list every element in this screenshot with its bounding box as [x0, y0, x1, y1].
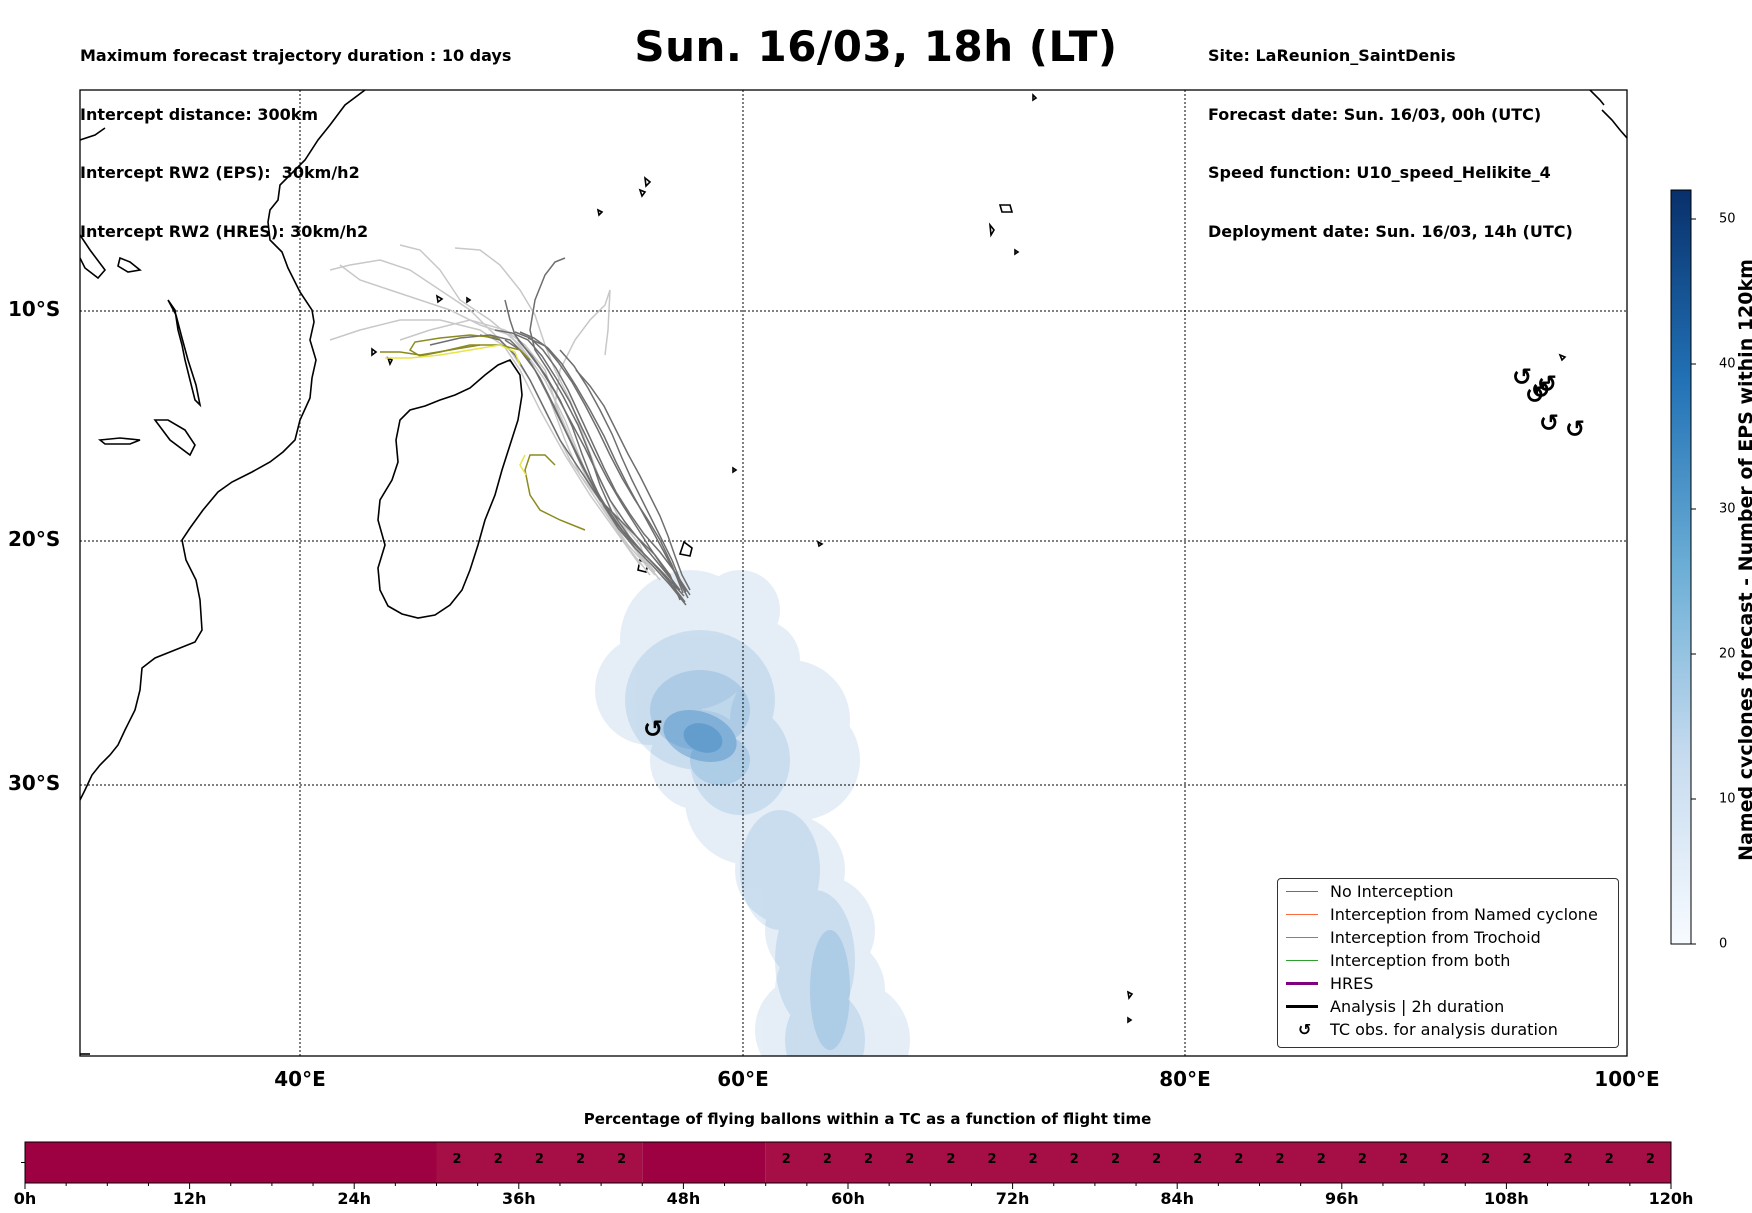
- legend-item: Interception from both: [1278, 949, 1618, 972]
- timeline-bar: [21, 1141, 1672, 1189]
- graticule: [80, 90, 1627, 1056]
- timeline-tick-label: 60h: [831, 1189, 865, 1208]
- cyclone-icon: ↺: [1537, 370, 1557, 398]
- timeline-value: 2: [1522, 1152, 1532, 1167]
- timeline-value: 2: [1563, 1152, 1573, 1167]
- map-legend: No Interception Interception from Named …: [1277, 878, 1619, 1048]
- timeline-tick-label: 0h: [13, 1189, 37, 1208]
- timeline-tick-label: 108h: [1483, 1189, 1529, 1208]
- tc-obs-symbols: ↺ ↺ ↺ ↺ ↺ ↺ ↺: [643, 363, 1585, 743]
- legend-item: No Interception: [1278, 880, 1618, 903]
- timeline-value: 2: [1440, 1152, 1450, 1167]
- legend-item: Interception from Trochoid: [1278, 926, 1618, 949]
- timeline-tick-label: 12h: [172, 1189, 207, 1208]
- timeline-tick-label: 84h: [1160, 1189, 1195, 1208]
- timeline-value: 2: [1069, 1152, 1079, 1167]
- timeline-value: 2: [575, 1152, 586, 1167]
- timeline-value: 2: [1275, 1152, 1285, 1167]
- header-right-line: Forecast date: Sun. 16/03, 00h (UTC): [1208, 104, 1542, 124]
- colorbar-tick-label: 10: [1719, 791, 1736, 807]
- timeline-value: 2: [905, 1152, 915, 1167]
- legend-item: ↺ TC obs. for analysis duration: [1298, 1020, 1558, 1039]
- timeline-tick-label: 120h: [1648, 1189, 1694, 1208]
- timeline-value: 2: [822, 1152, 832, 1167]
- header-right-info: Site: LaReunion_SaintDenis Forecast date…: [1208, 7, 1573, 261]
- timeline-value: 2: [493, 1152, 503, 1167]
- timeline-value: 2: [781, 1152, 791, 1167]
- legend-item: Interception from Named cyclone: [1278, 903, 1618, 926]
- timeline-value: 2: [617, 1152, 627, 1167]
- legend-label: Interception from Named cyclone: [1330, 905, 1598, 924]
- timeline-segment: [25, 1142, 437, 1183]
- timeline-title: Percentage of flying ballons within a TC…: [583, 1110, 1152, 1128]
- timeline-value: 2: [1604, 1152, 1614, 1167]
- legend-label: TC obs. for analysis duration: [1330, 1020, 1558, 1039]
- lon-label: 100°E: [1594, 1067, 1660, 1091]
- colorbar-tick-label: 20: [1719, 646, 1736, 662]
- timeline-value: 2: [1193, 1152, 1203, 1167]
- header-right-line: Speed function: U10_speed_Helikite_4: [1208, 163, 1551, 182]
- cyclone-icon: ↺: [1531, 376, 1551, 404]
- timeline-value: 2: [946, 1152, 956, 1167]
- header-right-line: Deployment date: Sun. 16/03, 14h (UTC): [1208, 221, 1573, 241]
- timeline-value: 2: [452, 1152, 462, 1167]
- colorbar: [1670, 189, 1692, 945]
- colorbar-tick-label: 50: [1719, 211, 1736, 227]
- timeline-value: 2: [1028, 1152, 1038, 1167]
- legend-label: Interception from Trochoid: [1330, 928, 1541, 947]
- header-right-line: Site: LaReunion_SaintDenis: [1208, 46, 1456, 65]
- cyclone-icon: ↺: [1512, 363, 1532, 391]
- lon-label: 80°E: [1159, 1067, 1211, 1091]
- legend-item: Analysis | 2h duration: [1278, 995, 1618, 1018]
- timeline-segment: [765, 1142, 1671, 1183]
- timeline-value: 2: [1152, 1152, 1162, 1167]
- coastlines: [80, 90, 1627, 1055]
- lon-label: 60°E: [717, 1067, 769, 1091]
- timeline-tick-label: 36h: [501, 1189, 536, 1208]
- timeline-value: 2: [1357, 1152, 1367, 1167]
- page-title: Sun. 16/03, 18h (LT): [634, 22, 1118, 71]
- timeline-tick-label: 48h: [666, 1189, 701, 1208]
- lat-label: 30°S: [8, 771, 61, 795]
- legend-label: Interception from both: [1330, 951, 1511, 970]
- legend-item: HRES: [1278, 972, 1618, 995]
- legend-label: No Interception: [1330, 882, 1454, 901]
- legend-label: HRES: [1330, 974, 1374, 993]
- cyclone-density-field: [595, 570, 910, 1056]
- lon-label: 40°E: [274, 1067, 326, 1091]
- ensemble-trajectories: [329, 244, 691, 606]
- timeline-value: 2: [1481, 1152, 1491, 1167]
- map-frame: [79, 89, 1628, 1057]
- timeline-value: 2: [1234, 1152, 1244, 1167]
- header-left-line: Intercept distance: 300km: [80, 104, 319, 124]
- header-left-line: Maximum forecast trajectory duration : 1…: [80, 46, 512, 65]
- cyclone-icon: ↺: [1525, 381, 1545, 409]
- timeline-value: 2: [1110, 1152, 1120, 1167]
- timeline-value: 2: [1645, 1152, 1655, 1167]
- timeline-segment: [436, 1142, 643, 1183]
- timeline-value: 2: [864, 1152, 874, 1167]
- colorbar-tick-label: 30: [1719, 501, 1736, 517]
- timeline-tick-label: 72h: [995, 1189, 1030, 1208]
- timeline-segment: [642, 1142, 766, 1183]
- timeline-tick-label: 24h: [337, 1189, 372, 1208]
- header-left-line: Intercept RW2 (HRES): 30km/h2: [80, 221, 369, 241]
- timeline-value: 2: [987, 1152, 997, 1167]
- legend-label: Analysis | 2h duration: [1330, 997, 1505, 1016]
- colorbar-tick-label: 40: [1719, 356, 1736, 372]
- cyclone-icon: ↺: [643, 715, 663, 743]
- cyclone-icon: ↺: [1565, 415, 1585, 443]
- timeline-tick-label: 96h: [1324, 1189, 1359, 1208]
- timeline-value: 2: [534, 1152, 544, 1167]
- timeline-value: 2: [1316, 1152, 1326, 1167]
- timeline-value: 2: [1398, 1152, 1409, 1167]
- lat-label: 10°S: [8, 297, 61, 321]
- lat-label: 20°S: [8, 527, 61, 551]
- header-left-line: Intercept RW2 (EPS): 30km/h2: [80, 163, 360, 182]
- header-left-info: Maximum forecast trajectory duration : 1…: [80, 7, 511, 261]
- cyclone-icon: ↺: [1539, 409, 1559, 437]
- colorbar-tick-label: 0: [1719, 936, 1728, 952]
